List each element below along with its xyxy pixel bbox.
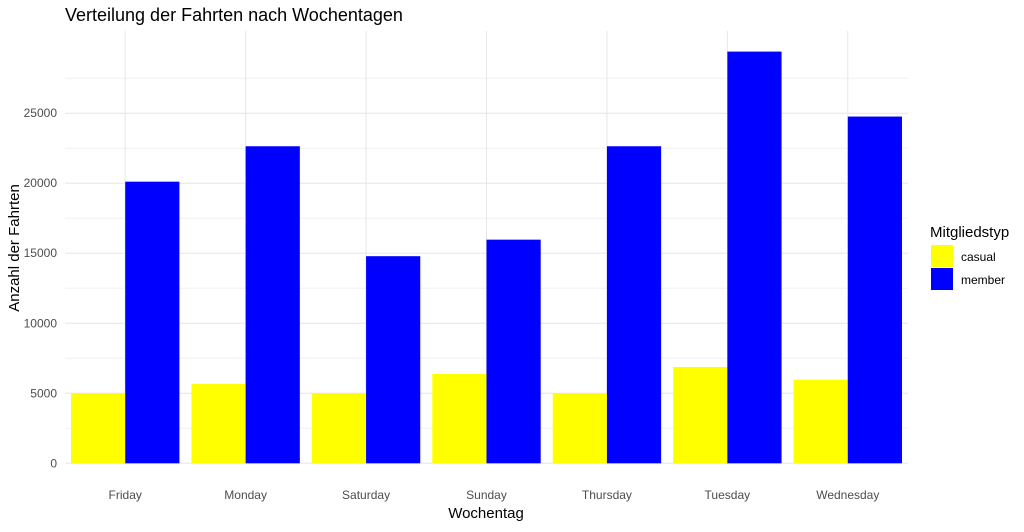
x-tick-label: Wednesday (816, 488, 879, 502)
x-axis-label: Wochentag (448, 505, 524, 522)
y-tick-label: 10000 (24, 316, 58, 330)
bars (71, 51, 902, 464)
y-axis-ticks: 0 5000 10000 15000 20000 25000 (24, 106, 58, 470)
x-axis-ticks: Friday Monday Saturday Sunday Thursday Tuesda… (109, 488, 880, 502)
chart-title: Verteilung der Fahrten nach Wochentagen (65, 5, 403, 25)
bar-casual-saturday (311, 393, 367, 464)
x-tick-label: Friday (109, 488, 142, 502)
x-tick-label: Thursday (582, 488, 632, 502)
y-tick-label: 25000 (24, 106, 58, 120)
bar-member-thursday (606, 146, 662, 464)
bar-member-tuesday (727, 51, 782, 464)
bar-casual-wednesday (793, 379, 848, 464)
y-tick-label: 20000 (24, 176, 58, 190)
bar-casual-tuesday (673, 366, 728, 464)
bar-casual-friday (71, 393, 126, 464)
y-tick-label: 15000 (24, 246, 58, 260)
bar-member-friday (125, 181, 180, 464)
x-tick-label: Saturday (342, 488, 390, 502)
legend-label-casual: casual (961, 250, 996, 264)
bar-member-saturday (366, 256, 421, 464)
bar-member-sunday (486, 239, 541, 464)
y-tick-label: 0 (50, 456, 57, 470)
legend-label-member: member (961, 273, 1005, 287)
bar-casual-sunday (432, 373, 487, 464)
bar-member-monday (245, 146, 300, 464)
legend: Mitgliedstyp casual member (930, 224, 1009, 290)
legend-swatch-member (931, 268, 953, 290)
y-tick-label: 5000 (30, 386, 57, 400)
bar-casual-monday (191, 384, 246, 464)
x-tick-label: Tuesday (705, 488, 751, 502)
legend-title: Mitgliedstyp (930, 224, 1009, 241)
bar-member-wednesday (847, 116, 902, 464)
bar-casual-thursday (552, 393, 607, 464)
legend-swatch-casual (931, 245, 953, 267)
y-axis-label: Anzahl der Fahrten (6, 184, 23, 312)
x-tick-label: Monday (224, 488, 267, 502)
x-tick-label: Sunday (466, 488, 507, 502)
